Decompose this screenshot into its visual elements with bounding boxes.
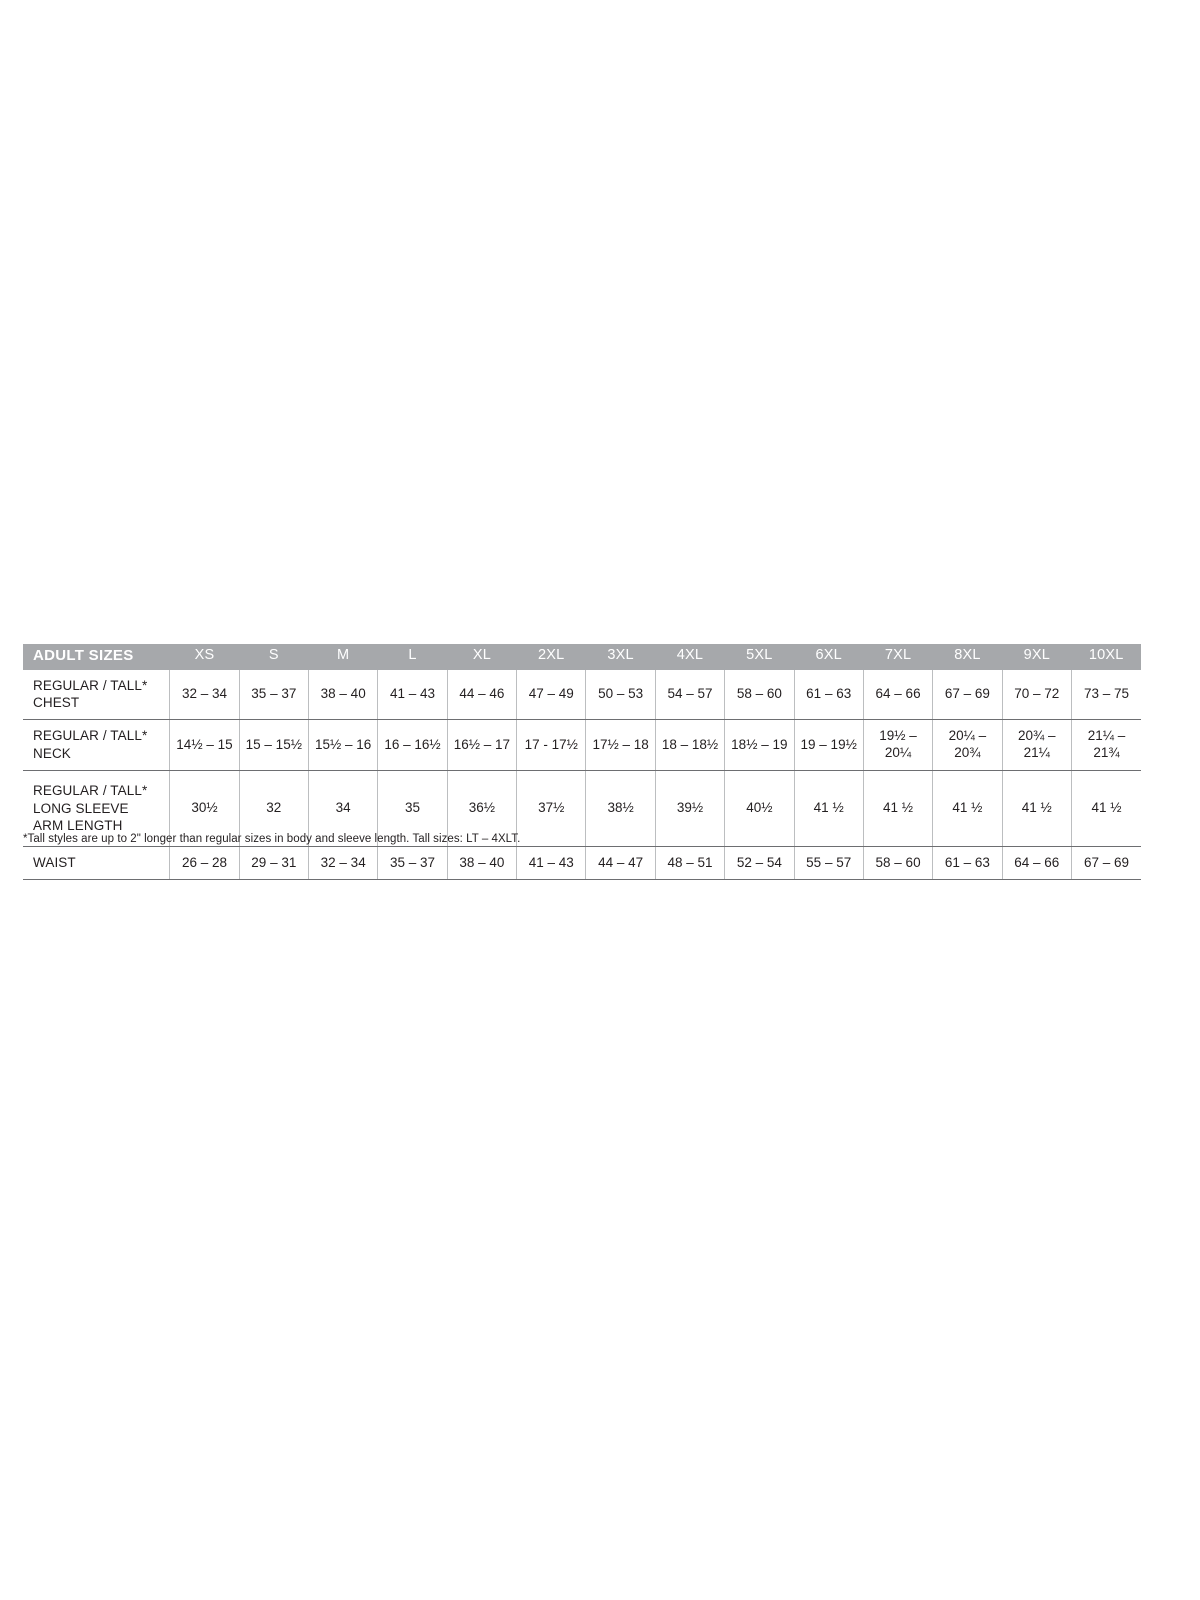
data-cell: 18 – 18½ <box>655 719 726 771</box>
row-label-line: LONG SLEEVE <box>33 800 129 816</box>
row-label: WAIST <box>23 846 171 880</box>
row-label: REGULAR / TALL* CHEST <box>23 669 171 721</box>
data-cell: 26 – 28 <box>169 846 240 880</box>
data-cell: 48 – 51 <box>655 846 726 880</box>
table-row: WAIST 26 – 28 29 – 31 32 – 34 35 – 37 38 – 40… <box>23 846 1141 880</box>
data-cell: 15½ – 16 <box>308 719 379 771</box>
data-cell: 44 – 46 <box>447 669 518 721</box>
data-cell: 19½ –20¼ <box>863 719 934 771</box>
row-label-line: REGULAR / TALL* <box>33 782 148 798</box>
data-cell: 14½ – 15 <box>169 719 240 771</box>
data-cell: 17½ – 18 <box>585 719 656 771</box>
size-chart-container: ADULT SIZES XS S M L XL 2XL 3XL 4XL 5XL 6XL 7XL 8XL… <box>23 644 1141 880</box>
data-cell: 41 ½ <box>863 770 934 848</box>
data-cell: 41 ½ <box>1071 770 1141 848</box>
data-cell: 36½ <box>447 770 518 848</box>
header-size-4xl: 4XL <box>676 647 704 664</box>
data-cell: 37½ <box>516 770 587 848</box>
row-label-line: CHEST <box>33 695 80 711</box>
row-label-line: WAIST <box>33 855 76 871</box>
table-body: REGULAR / TALL* CHEST 32 – 34 35 – 37 38 – 4… <box>23 669 1141 880</box>
header-row: ADULT SIZES XS S M L XL 2XL 3XL 4XL 5XL 6XL 7XL 8XL… <box>23 644 1141 670</box>
data-cell: 64 – 66 <box>1002 846 1072 880</box>
data-cell: 41 – 43 <box>516 846 587 880</box>
header-size-xl: XL <box>472 647 491 664</box>
header-size-m: M <box>337 647 350 664</box>
data-cell: 41 ½ <box>794 770 864 848</box>
table-row: REGULAR / TALL* NECK 14½ – 15 15 – 15½ 15½ –… <box>23 719 1141 771</box>
footnote-text: *Tall styles are up to 2" longer than re… <box>23 833 521 845</box>
row-label-line: NECK <box>33 745 71 761</box>
data-cell: 32 <box>239 770 310 848</box>
data-cell: 32 – 34 <box>169 669 240 721</box>
table-header: ADULT SIZES XS S M L XL 2XL 3XL 4XL 5XL 6XL 7XL 8XL… <box>23 644 1141 670</box>
row-label-line: REGULAR / TALL* <box>33 677 148 693</box>
data-cell: 32 – 34 <box>308 846 379 880</box>
data-cell: 44 – 47 <box>585 846 656 880</box>
data-cell: 15 – 15½ <box>239 719 310 771</box>
data-cell: 29 – 31 <box>239 846 310 880</box>
data-cell: 35 – 37 <box>377 846 448 880</box>
data-cell: 39½ <box>655 770 726 848</box>
data-cell: 20¼ –20¾ <box>932 719 1003 771</box>
data-cell: 38½ <box>585 770 656 848</box>
header-size-8xl: 8XL <box>954 647 981 664</box>
data-cell: 70 – 72 <box>1002 669 1072 721</box>
data-cell: 38 – 40 <box>447 846 518 880</box>
data-cell: 35 <box>377 770 448 848</box>
data-cell: 54 – 57 <box>655 669 726 721</box>
header-size-6xl: 6XL <box>815 647 842 664</box>
data-cell: 16 – 16½ <box>377 719 448 771</box>
data-cell: 18½ – 19 <box>724 719 795 771</box>
row-label-line: ARM LENGTH <box>33 818 123 834</box>
row-label: REGULAR / TALL* LONG SLEEVE ARM LENGTH <box>23 770 171 848</box>
data-cell: 58 – 60 <box>863 846 934 880</box>
row-label-line: REGULAR / TALL* <box>33 728 148 744</box>
data-cell: 61 – 63 <box>794 669 864 721</box>
data-cell: 30½ <box>169 770 240 848</box>
data-cell: 41 – 43 <box>377 669 448 721</box>
header-size-7xl: 7XL <box>884 647 912 664</box>
header-size-2xl: 2XL <box>538 647 565 664</box>
table-row: REGULAR / TALL* CHEST 32 – 34 35 – 37 38 – 4… <box>23 669 1141 721</box>
data-cell: 58 – 60 <box>724 669 795 721</box>
data-cell: 52 – 54 <box>724 846 795 880</box>
data-cell: 73 – 75 <box>1071 669 1141 721</box>
data-cell: 34 <box>308 770 379 848</box>
data-cell: 55 – 57 <box>794 846 864 880</box>
adult-sizes-table: ADULT SIZES XS S M L XL 2XL 3XL 4XL 5XL 6XL 7XL 8XL… <box>23 644 1141 880</box>
data-cell: 67 – 69 <box>932 669 1003 721</box>
header-size-xs: XS <box>194 647 215 664</box>
data-cell: 17 - 17½ <box>516 719 587 771</box>
data-cell: 19 – 19½ <box>794 719 864 771</box>
data-cell: 41 ½ <box>1002 770 1072 848</box>
row-label: REGULAR / TALL* NECK <box>23 719 171 771</box>
data-cell: 47 – 49 <box>516 669 587 721</box>
data-cell: 61 – 63 <box>932 846 1003 880</box>
data-cell: 20¾ –21¼ <box>1002 719 1072 771</box>
header-size-l: L <box>408 647 417 664</box>
header-size-5xl: 5XL <box>746 647 773 664</box>
header-size-10xl: 10XL <box>1088 647 1124 664</box>
header-adult-sizes: ADULT SIZES <box>33 647 134 664</box>
data-cell: 41 ½ <box>932 770 1003 848</box>
data-cell: 50 – 53 <box>585 669 656 721</box>
data-cell: 16½ – 17 <box>447 719 518 771</box>
data-cell: 40½ <box>724 770 795 848</box>
header-size-s: S <box>268 647 279 664</box>
header-size-9xl: 9XL <box>1023 647 1050 664</box>
data-cell: 67 – 69 <box>1071 846 1141 880</box>
data-cell: 38 – 40 <box>308 669 379 721</box>
table-row: REGULAR / TALL* LONG SLEEVE ARM LENGTH 30½ 3… <box>23 770 1141 848</box>
data-cell: 35 – 37 <box>239 669 310 721</box>
data-cell: 21¼ –21¾ <box>1071 719 1141 771</box>
data-cell: 64 – 66 <box>863 669 934 721</box>
header-size-3xl: 3XL <box>607 647 634 664</box>
